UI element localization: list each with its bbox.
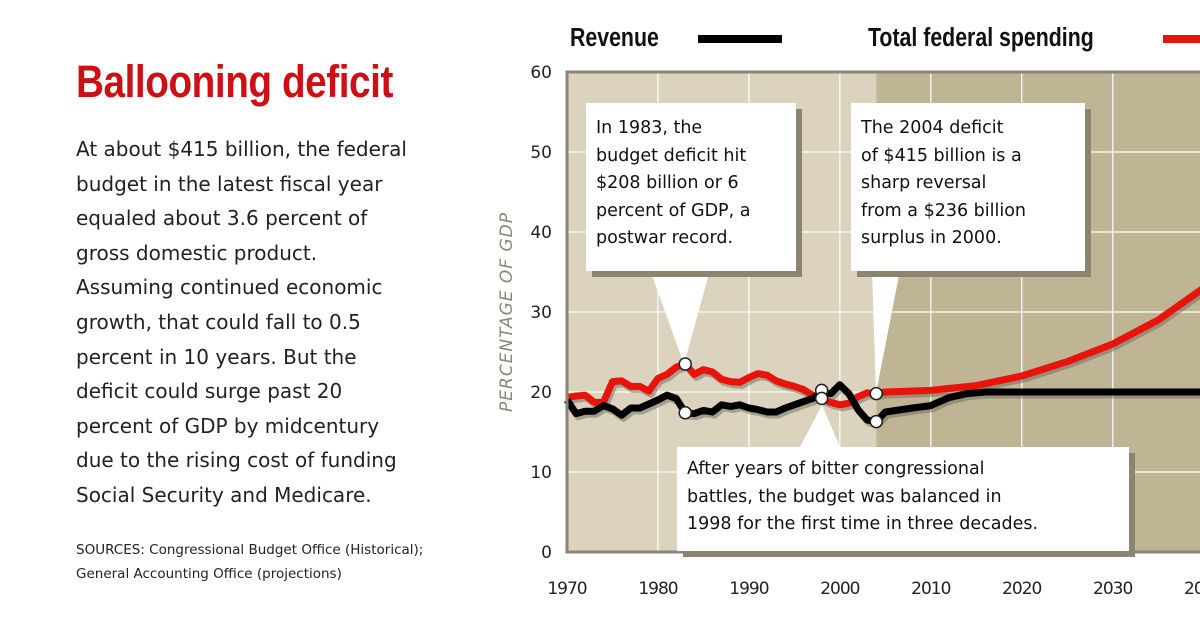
legend-revenue-label: Revenue [570, 23, 659, 53]
y-tick-label: 40 [530, 223, 552, 243]
x-tick-label: 1980 [638, 579, 677, 599]
legend-revenue-swatch [698, 35, 782, 43]
legend-spending-swatch [1163, 35, 1200, 43]
body-line: gross domestic product. [76, 240, 318, 265]
revenue-line [564, 381, 1200, 426]
source-line: General Accounting Office (projections) [76, 566, 342, 582]
annotation-line: The 2004 deficit [861, 118, 1004, 138]
body-line: due to the rising cost of funding [76, 448, 397, 473]
highlight-point [869, 386, 883, 401]
y-tick-label: 60 [530, 63, 552, 83]
body-line: deficit could surge past 20 [76, 379, 343, 404]
annotation-line: budget deficit hit [596, 145, 747, 166]
callout-pointer [800, 405, 840, 447]
y-tick-label: 50 [530, 143, 552, 163]
highlight-point [678, 406, 692, 420]
body-line: percent of GDP by midcentury [76, 413, 380, 438]
callout-pointer [650, 270, 710, 364]
x-tick-label: 2020 [1002, 579, 1041, 599]
highlight-point [678, 357, 692, 371]
y-tick-label: 20 [530, 383, 552, 403]
annotation-line: $208 billion or 6 [596, 173, 739, 193]
body-line: percent in 10 years. But the [76, 344, 357, 369]
x-tick-label: 2040 [1184, 579, 1200, 599]
annotation-line: postwar record. [596, 228, 734, 248]
body-line: growth, that could fall to 0.5 [76, 309, 361, 334]
y-tick-label: 10 [530, 463, 552, 483]
annotation-line: In 1983, the [596, 118, 703, 138]
annotation-line: sharp reversal [861, 173, 987, 193]
annotation-2004: The 2004 deficit of $415 billion is a sh… [851, 103, 1085, 271]
spending-line [566, 286, 1200, 409]
highlight-point [869, 414, 883, 429]
body-line: equaled about 3.6 percent of [76, 206, 368, 231]
x-tick-label: 2010 [911, 579, 950, 599]
body-line: budget in the latest fiscal year [76, 171, 383, 196]
annotation-line: from a $236 billion [861, 200, 1027, 221]
annotation-1998: After years of bitter congressional batt… [677, 447, 1129, 551]
annotation-line: surplus in 2000. [861, 228, 1002, 248]
sources: SOURCES: Congressional Budget Office (Hi… [76, 538, 423, 586]
highlight-point [814, 391, 829, 406]
body-line: Social Security and Medicare. [76, 482, 372, 507]
y-axis-label: PERCENTAGE OF GDP [497, 212, 517, 412]
callout-pointer [872, 270, 900, 393]
source-line: SOURCES: Congressional Budget Office (Hi… [76, 542, 424, 558]
y-tick-label: 30 [530, 303, 552, 323]
annotation-line: of $415 billion is a [861, 145, 1022, 166]
annotation-line: percent of GDP, a [596, 200, 751, 221]
x-tick-label: 1990 [729, 579, 768, 599]
body-text: At about $415 billion, the federal budge… [76, 132, 496, 513]
headline: Ballooning deficit [76, 56, 393, 107]
annotation-line: 1998 for the first time in three decades… [687, 514, 1039, 534]
plot-frame [565, 70, 1200, 554]
x-tick-label: 2000 [820, 579, 859, 599]
annotation-line: After years of bitter congressional [687, 459, 985, 479]
body-line: At about $415 billion, the federal [76, 137, 407, 161]
body-line: Assuming continued economic [76, 275, 383, 300]
annotation-line: battles, the budget was balanced in [687, 486, 1002, 507]
annotation-1983: In 1983, the budget deficit hit $208 bil… [586, 103, 796, 271]
legend-spending-label: Total federal spending [868, 23, 1094, 53]
y-tick-label: 0 [541, 543, 552, 563]
x-tick-label: 2030 [1093, 579, 1132, 599]
x-tick-label: 1970 [547, 579, 586, 599]
